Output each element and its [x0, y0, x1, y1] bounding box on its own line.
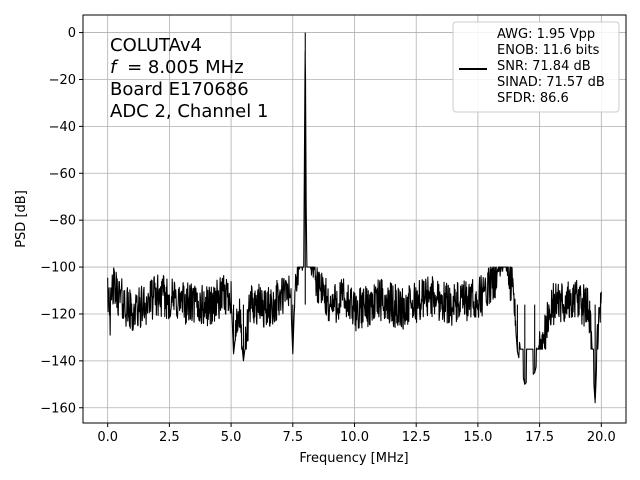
series-layer — [107, 32, 602, 404]
annotation-line-chip: COLUTAv4 — [110, 35, 202, 56]
legend-line-snr: SNR: 71.84 dB — [497, 59, 591, 74]
legend-line-awg: AWG: 1.95 Vpp — [497, 27, 595, 42]
annotation-frequency-symbol: f — [110, 57, 119, 78]
x-tick-label: 7.5 — [282, 430, 303, 445]
x-tick-label: 20.0 — [587, 430, 616, 445]
y-tick-label: 0 — [68, 26, 76, 41]
annotation-line-adc: ADC 2, Channel 1 — [110, 101, 268, 122]
y-tick-label: −120 — [40, 307, 76, 322]
y-tick-label: −160 — [40, 401, 76, 416]
legend-line-sinad: SINAD: 71.57 dB — [497, 75, 605, 90]
x-tick-label: 10.0 — [340, 430, 369, 445]
y-tick-label: −40 — [49, 120, 76, 135]
x-tick-label: 12.5 — [402, 430, 431, 445]
y-tick-label: −140 — [40, 354, 76, 369]
legend-line-sfdr: SFDR: 86.6 — [497, 91, 569, 106]
y-axis-ticks: 0 −20 −40 −60 −80 −100 −120 −140 −160 — [40, 26, 83, 416]
x-tick-label: 15.0 — [463, 430, 492, 445]
annotation-frequency-value: = 8.005 MHz — [127, 57, 244, 78]
legend-line-enob: ENOB: 11.6 bits — [497, 43, 600, 58]
y-tick-label: −100 — [40, 261, 76, 276]
x-tick-label: 2.5 — [159, 430, 180, 445]
annotation-line-board: Board E170686 — [110, 79, 249, 100]
y-tick-label: −80 — [49, 214, 76, 229]
x-tick-label: 17.5 — [525, 430, 554, 445]
annotation-line-frequency: f = 8.005 MHz — [110, 57, 244, 78]
y-axis-label: PSD [dB] — [14, 190, 29, 248]
annotation-box: COLUTAv4 f = 8.005 MHz Board E170686 ADC… — [110, 35, 268, 122]
legend-frame — [452, 21, 620, 113]
x-tick-label: 5.0 — [221, 430, 242, 445]
x-axis-label: Frequency [MHz] — [299, 451, 408, 466]
y-tick-label: −60 — [49, 167, 76, 182]
x-tick-label: 0.0 — [97, 430, 118, 445]
x-axis-ticks: 0.0 2.5 5.0 7.5 10.0 12.5 15.0 17.5 20.0 — [97, 423, 616, 445]
legend: AWG: 1.95 Vpp ENOB: 11.6 bits SNR: 71.84… — [452, 21, 620, 113]
psd-series-line — [107, 32, 602, 404]
y-tick-label: −20 — [49, 73, 76, 88]
